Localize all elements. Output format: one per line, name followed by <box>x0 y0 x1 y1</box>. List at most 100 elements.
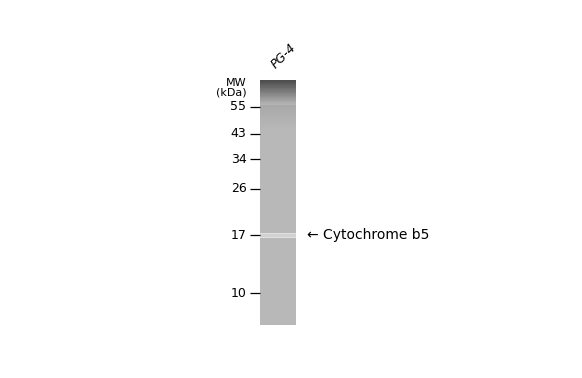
Bar <box>260 255 296 256</box>
Bar <box>260 195 296 196</box>
Bar <box>260 290 296 291</box>
Bar <box>260 90 296 91</box>
Bar <box>260 227 296 228</box>
Bar <box>260 109 296 110</box>
Bar <box>260 225 296 226</box>
Bar <box>260 320 296 321</box>
Bar <box>260 289 296 290</box>
Text: 10: 10 <box>230 287 246 300</box>
Bar <box>260 219 296 220</box>
Bar <box>260 199 296 200</box>
Bar <box>260 274 296 275</box>
Bar <box>260 179 296 180</box>
Bar <box>260 234 296 237</box>
Bar <box>260 247 296 248</box>
Bar <box>260 141 296 142</box>
Bar <box>260 101 296 102</box>
Bar <box>260 201 296 202</box>
Bar <box>260 129 296 130</box>
Bar <box>260 220 296 221</box>
Bar <box>260 259 296 260</box>
Bar <box>260 256 296 257</box>
Bar <box>260 190 296 191</box>
Bar <box>260 210 296 211</box>
Bar <box>260 150 296 151</box>
Bar <box>260 232 296 233</box>
Bar <box>260 133 296 134</box>
Bar <box>260 152 296 153</box>
Bar <box>260 112 296 113</box>
Bar <box>260 149 296 150</box>
Bar <box>260 157 296 158</box>
Bar <box>260 271 296 272</box>
Text: 55: 55 <box>230 100 246 113</box>
Bar <box>260 240 296 241</box>
Bar <box>260 292 296 293</box>
Bar <box>260 311 296 312</box>
Bar <box>260 253 296 254</box>
Bar <box>260 174 296 175</box>
Bar <box>260 180 296 181</box>
Text: ← Cytochrome b5: ← Cytochrome b5 <box>307 228 430 242</box>
Bar <box>260 165 296 166</box>
Bar <box>260 217 296 218</box>
Bar <box>260 194 296 195</box>
Bar <box>260 260 296 261</box>
Bar <box>260 151 296 152</box>
Bar <box>260 131 296 132</box>
Bar <box>260 302 296 303</box>
Bar <box>260 264 296 265</box>
Bar <box>260 239 296 240</box>
Bar <box>260 110 296 111</box>
Bar <box>260 134 296 135</box>
Bar <box>260 206 296 207</box>
Bar <box>260 82 296 83</box>
Bar <box>260 216 296 217</box>
Bar <box>260 98 296 99</box>
Bar <box>260 275 296 276</box>
Bar <box>260 265 296 266</box>
Bar <box>260 279 296 280</box>
Bar <box>260 205 296 206</box>
Bar <box>260 145 296 146</box>
Text: 17: 17 <box>230 229 246 242</box>
Bar <box>260 88 296 89</box>
Bar <box>260 257 296 258</box>
Bar <box>260 103 296 104</box>
Bar <box>260 218 296 219</box>
Bar <box>260 97 296 98</box>
Bar <box>260 96 296 97</box>
Bar <box>260 135 296 136</box>
Bar <box>260 315 296 316</box>
Bar <box>260 318 296 319</box>
Bar <box>260 281 296 282</box>
Bar <box>260 233 296 234</box>
Bar <box>260 181 296 182</box>
Bar <box>260 213 296 214</box>
Bar <box>260 93 296 94</box>
Bar <box>260 296 296 297</box>
Bar <box>260 183 296 184</box>
Bar <box>260 214 296 215</box>
Bar <box>260 268 296 270</box>
Bar <box>260 142 296 143</box>
Bar <box>260 172 296 173</box>
Bar <box>260 298 296 299</box>
Bar <box>260 238 296 239</box>
Bar <box>260 310 296 311</box>
Bar <box>260 270 296 271</box>
Bar <box>260 306 296 307</box>
Bar <box>260 170 296 171</box>
Bar <box>260 87 296 88</box>
Bar <box>260 243 296 244</box>
Bar <box>260 99 296 100</box>
Bar <box>260 167 296 168</box>
Bar <box>260 184 296 186</box>
Bar <box>260 231 296 232</box>
Bar <box>260 147 296 148</box>
Bar <box>260 223 296 224</box>
Bar <box>260 241 296 242</box>
Bar <box>260 132 296 133</box>
Bar <box>260 200 296 201</box>
Bar <box>260 182 296 183</box>
